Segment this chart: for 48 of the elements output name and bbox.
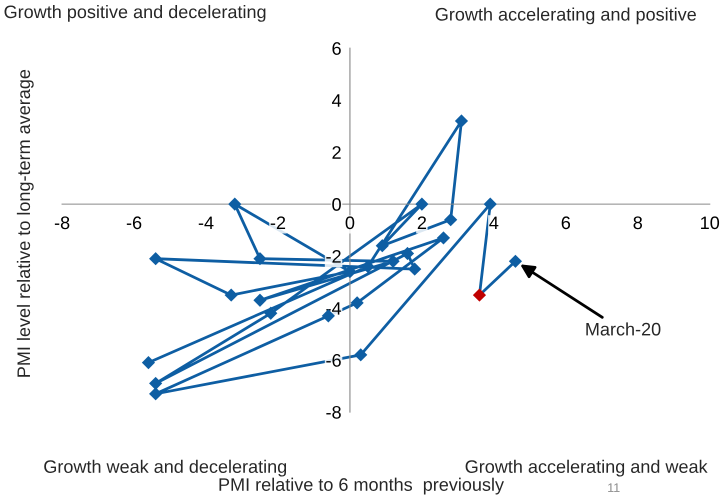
- text: 11: [608, 483, 620, 492]
- text: Growth weak and decelerating: [44, 460, 286, 477]
- point: [224, 288, 238, 302]
- text: Growth positive and decelerating: [4, 4, 266, 22]
- point: [253, 294, 267, 307]
- x-axis-title: PMI relative to 6 months previously: [219, 478, 504, 495]
- point: [354, 348, 368, 362]
- point: [484, 198, 497, 211]
- x-tick-label: 4: [489, 216, 498, 230]
- y-tick-label: -8: [326, 406, 341, 419]
- text: Growth accelerating and positive: [436, 7, 696, 24]
- point: [386, 254, 400, 268]
- x-tick-label: 10: [701, 216, 720, 230]
- y-tick-label: 6: [332, 42, 341, 55]
- point: [408, 262, 422, 276]
- point: [376, 239, 389, 252]
- y-tick-label: -2: [326, 250, 341, 263]
- point: [149, 387, 162, 400]
- point: [400, 246, 414, 260]
- point: [508, 254, 522, 268]
- point: [149, 376, 162, 390]
- y-axis-title: PMI level relative to long-term average: [16, 70, 34, 377]
- x-tick-label: -4: [198, 216, 214, 230]
- x-tick-label: -8: [54, 216, 70, 230]
- x-tick-label: 2: [418, 216, 426, 230]
- text: Growth accelerating and weak: [466, 460, 708, 477]
- point: [444, 213, 458, 226]
- y-tick-label: 2: [332, 146, 341, 159]
- x-tick-label: -6: [126, 216, 142, 230]
- point: [436, 231, 450, 244]
- y-tick-label: 0: [332, 198, 341, 211]
- point: [142, 356, 156, 370]
- point: [253, 252, 267, 266]
- point: [149, 252, 162, 266]
- x-tick-label: -2: [270, 216, 286, 230]
- y-tick-label: -6: [326, 354, 341, 367]
- y-tick-label: 4: [332, 94, 342, 107]
- x-tick-label: 6: [562, 216, 570, 230]
- x-tick-label: 8: [634, 216, 642, 230]
- annotation: March-20: [586, 322, 660, 336]
- point: [264, 306, 278, 320]
- point: [228, 198, 242, 211]
- point: [350, 296, 364, 310]
- point: [454, 114, 468, 128]
- x-tick-label: 0: [346, 216, 354, 230]
- y-tick-label: -4: [326, 302, 342, 315]
- point: [415, 198, 428, 211]
- point: [472, 288, 486, 302]
